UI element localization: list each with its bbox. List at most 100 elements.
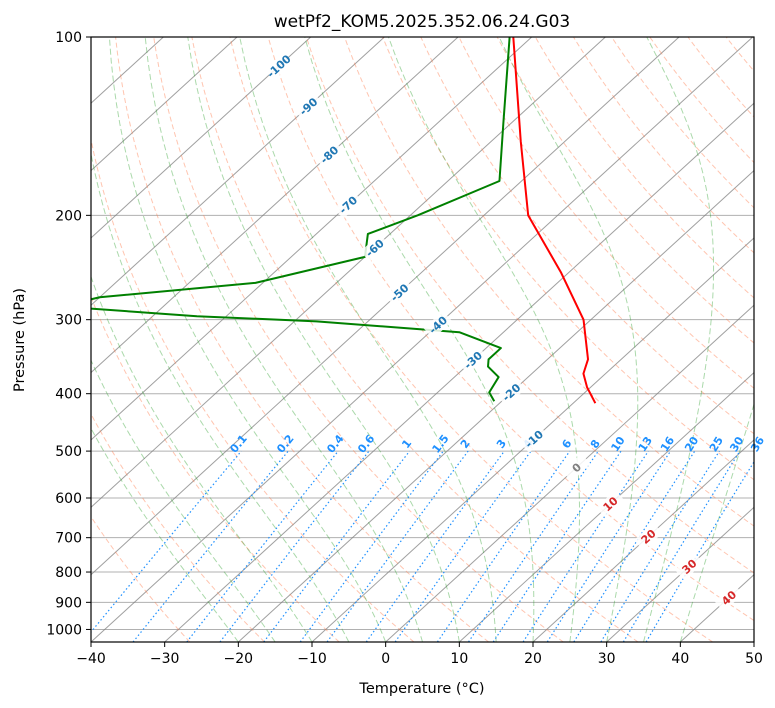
mixing-ratio-line (365, 450, 505, 642)
dry-adiabat-line (229, 37, 713, 642)
x-tick-label: 30 (598, 651, 616, 667)
moist-adiabat-line (108, 37, 387, 642)
x-tick-label: 10 (450, 651, 468, 667)
dry-adiabat-line (458, 37, 754, 389)
moist-adiabat-line (239, 37, 497, 642)
isotherm-label-bg (360, 233, 390, 262)
dry-adiabat-line (91, 295, 340, 642)
mixing-ratio-line (468, 450, 599, 642)
dry-adiabat-line (91, 137, 415, 642)
y-tick-label: 300 (55, 313, 82, 329)
pressure-gridlines (91, 37, 754, 630)
isotherm-label-bg (385, 278, 414, 307)
plot-frame (90, 36, 755, 643)
moist-adiabat-line (387, 37, 580, 642)
isotherm-label-bg (633, 522, 663, 551)
mixing-ratio-line (91, 450, 242, 633)
mixing-ratio-line (492, 450, 622, 642)
y-tick-label: 400 (55, 387, 82, 403)
x-tick-label: −20 (224, 651, 254, 667)
y-axis-ticks: 100 200 300 400 500 600 700 800 900 1000 (46, 30, 91, 638)
y-tick-label: 200 (55, 208, 82, 224)
x-tick-label: 40 (671, 651, 689, 667)
isotherm-line (164, 102, 754, 642)
dewpoint-line (91, 37, 511, 402)
moist-adiabat-line (144, 37, 423, 642)
y-tick-label: 500 (55, 444, 82, 460)
x-tick-label: −40 (76, 651, 106, 667)
isotherm-label-bg (596, 489, 625, 518)
dry-adiabat-line (649, 37, 754, 164)
isotherm-label-bg (458, 346, 488, 374)
mixing-ratio-lines (91, 450, 754, 642)
isotherm-label-bg (519, 425, 549, 453)
isotherm-line (385, 304, 754, 642)
y-tick-label: 1000 (46, 622, 82, 638)
x-tick-label: −30 (150, 651, 180, 667)
isotherm-label-bg (423, 310, 453, 339)
mixing-ratio-line (394, 450, 532, 642)
mixing-ratio-line (522, 450, 649, 642)
x-tick-label: 50 (745, 651, 763, 667)
moist-adiabat-line (91, 150, 350, 642)
mixing-ratio-line (546, 450, 672, 642)
y-tick-label: 900 (55, 595, 82, 611)
moist-adiabat-line (91, 359, 276, 642)
mixing-ratio-line (263, 450, 411, 642)
mixing-ratio-line (132, 450, 289, 642)
dry-adiabat-line (191, 37, 639, 642)
dry-adiabat-line (420, 37, 754, 435)
isotherm-line (91, 37, 533, 441)
temperature-line (512, 37, 597, 404)
dry-adiabat-line (91, 515, 191, 642)
isotherm-label-bg (314, 140, 344, 169)
moist-adiabats (91, 37, 754, 642)
dry-adiabat-line (611, 37, 754, 209)
isotherm-line (91, 37, 312, 239)
isotherm-line (91, 37, 385, 306)
mixing-ratio-line (622, 450, 741, 642)
mixing-ratio-line (299, 450, 444, 642)
y-tick-label: 800 (55, 565, 82, 581)
mixing-ratio-line (600, 450, 720, 642)
dry-adiabat-line (344, 37, 754, 527)
moist-adiabat-line (187, 37, 460, 642)
moist-adiabat-line (679, 402, 754, 642)
isotherm-label-bg (294, 92, 323, 121)
mixing-ratio-line (326, 450, 469, 642)
y-tick-label: 600 (55, 491, 82, 507)
mixing-ratio-line (186, 450, 339, 642)
x-axis-title: Temperature (°C) (358, 681, 484, 697)
isotherm-label-bg (333, 190, 363, 219)
dry-adiabat-line (305, 37, 754, 574)
dry-adiabat-line (534, 37, 754, 299)
y-tick-label: 100 (55, 30, 82, 46)
isotherm-line (311, 237, 754, 642)
isotherm-label-bg (562, 453, 591, 482)
mixing-ratio-line (436, 450, 571, 642)
chart-title: wetPf2_KOM5.2025.352.06.24.G03 (274, 12, 570, 32)
isotherm-lines (91, 37, 754, 642)
isotherm-label-bg (714, 583, 744, 612)
dry-adiabat-line (496, 37, 754, 344)
y-axis-title: Pressure (hPa) (12, 288, 28, 392)
moist-adiabat-line (91, 427, 239, 642)
sounding-profiles (91, 37, 597, 404)
isotherm-line (91, 37, 459, 374)
isotherm-line (91, 37, 606, 508)
moist-adiabat-line (498, 37, 639, 642)
isotherm-label-bg (497, 378, 526, 407)
isotherm-line (91, 37, 238, 172)
x-axis-ticks: −40 −30 −20 −10 0 10 20 30 40 50 (76, 642, 763, 667)
x-tick-label: −10 (297, 651, 327, 667)
moist-adiabat-line (304, 37, 535, 642)
isotherm-line (458, 371, 754, 642)
isotherm-line (606, 506, 754, 642)
x-tick-label: 0 (381, 651, 390, 667)
isotherm-label-bg (264, 52, 294, 81)
isotherm-line (91, 37, 754, 642)
isotherm-line (91, 37, 680, 576)
